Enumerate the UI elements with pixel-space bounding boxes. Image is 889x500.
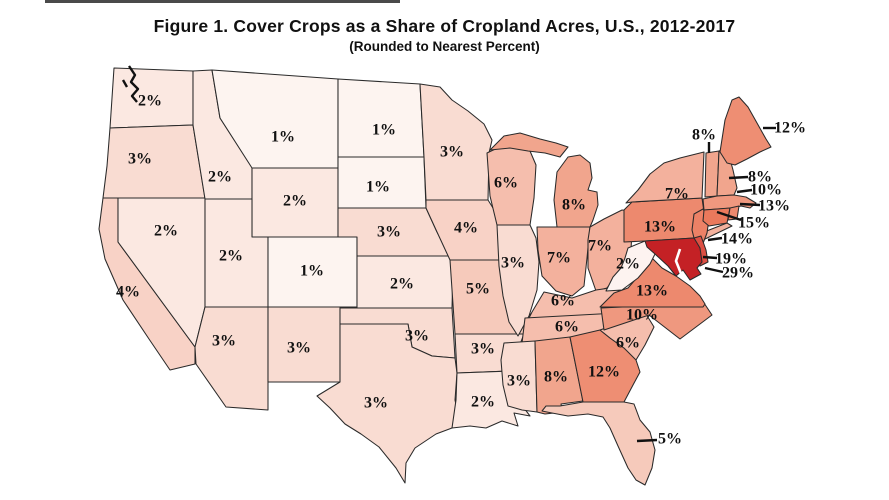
state-label-la: 2%	[471, 394, 495, 411]
state-label-ga: 12%	[588, 364, 620, 381]
state-label-mt: 1%	[271, 129, 295, 146]
state-label-mo: 5%	[466, 281, 490, 298]
state-label-de: 19%	[715, 251, 747, 268]
state-label-ne: 3%	[377, 224, 401, 241]
state-label-wy: 2%	[283, 193, 307, 210]
state-label-ny: 7%	[665, 186, 689, 203]
state-label-nh: 8%	[748, 169, 772, 186]
state-label-nc: 10%	[626, 307, 658, 324]
state-label-sc: 6%	[616, 335, 640, 352]
state-label-ms: 3%	[507, 373, 531, 390]
callout-line-ct	[716, 210, 742, 222]
state-label-me: 12%	[774, 120, 806, 137]
callout-line-nj	[707, 236, 723, 242]
state-md	[644, 237, 703, 281]
state-label-ok: 3%	[405, 328, 429, 345]
state-label-mi: 8%	[562, 197, 586, 214]
state-ny	[625, 151, 705, 204]
state-fl	[541, 401, 656, 486]
callout-line-ma	[736, 188, 753, 194]
callout-line-nh	[728, 175, 749, 180]
state-label-fl: 5%	[658, 431, 682, 448]
state-label-id: 2%	[208, 169, 232, 186]
puget-sound-coastline	[128, 65, 140, 103]
callout-line-de	[702, 255, 718, 260]
state-nd	[337, 78, 425, 158]
state-label-wv: 2%	[616, 256, 640, 273]
puget-islands	[121, 79, 129, 88]
state-label-nd: 1%	[372, 122, 396, 139]
state-tx	[316, 323, 459, 484]
state-label-tx: 3%	[364, 395, 388, 412]
state-mi-upper-peninsula	[489, 132, 569, 158]
state-label-ca: 4%	[116, 284, 140, 301]
state-label-ks: 2%	[390, 276, 414, 293]
state-me	[719, 96, 772, 166]
state-az	[194, 306, 269, 411]
state-label-ri: 13%	[758, 198, 790, 215]
callout-line-md	[704, 266, 724, 274]
top-border-line	[45, 0, 400, 3]
state-label-mn: 3%	[440, 144, 464, 161]
state-label-ky: 6%	[551, 293, 575, 310]
state-label-ia: 4%	[454, 220, 478, 237]
state-label-pa: 13%	[644, 219, 676, 236]
state-label-ct: 15%	[738, 215, 770, 232]
state-label-nm: 3%	[287, 340, 311, 357]
state-label-nv: 2%	[154, 223, 178, 240]
chesapeake-bay	[674, 248, 684, 277]
figure-subtitle: (Rounded to Nearest Percent)	[349, 39, 540, 54]
state-label-sd: 1%	[366, 179, 390, 196]
state-ct	[702, 207, 731, 227]
state-label-md: 29%	[722, 265, 754, 282]
figure-title: Figure 1. Cover Crops as a Share of Crop…	[153, 16, 736, 36]
state-label-ma: 10%	[750, 182, 782, 199]
state-label-az: 3%	[212, 333, 236, 350]
state-label-al: 8%	[544, 369, 568, 386]
state-label-in: 7%	[547, 250, 571, 267]
state-label-wi: 6%	[494, 175, 518, 192]
state-label-co: 1%	[300, 263, 324, 280]
state-label-wa: 2%	[138, 93, 162, 110]
state-label-ar: 3%	[471, 341, 495, 358]
state-label-ut: 2%	[219, 248, 243, 265]
state-nc	[600, 302, 713, 340]
state-label-il: 3%	[501, 255, 525, 272]
callout-line-fl	[636, 438, 658, 443]
state-label-vt: 8%	[692, 127, 716, 144]
state-or	[102, 124, 206, 199]
state-label-tn: 6%	[555, 319, 579, 336]
state-va	[599, 257, 706, 308]
state-label-va: 13%	[636, 283, 668, 300]
callout-line-ri	[739, 202, 761, 207]
state-il	[496, 224, 540, 337]
state-mi	[553, 154, 599, 228]
state-label-or: 3%	[128, 151, 152, 168]
state-label-oh: 7%	[588, 238, 612, 255]
state-label-nj: 14%	[721, 231, 753, 248]
state-mn	[419, 83, 493, 201]
